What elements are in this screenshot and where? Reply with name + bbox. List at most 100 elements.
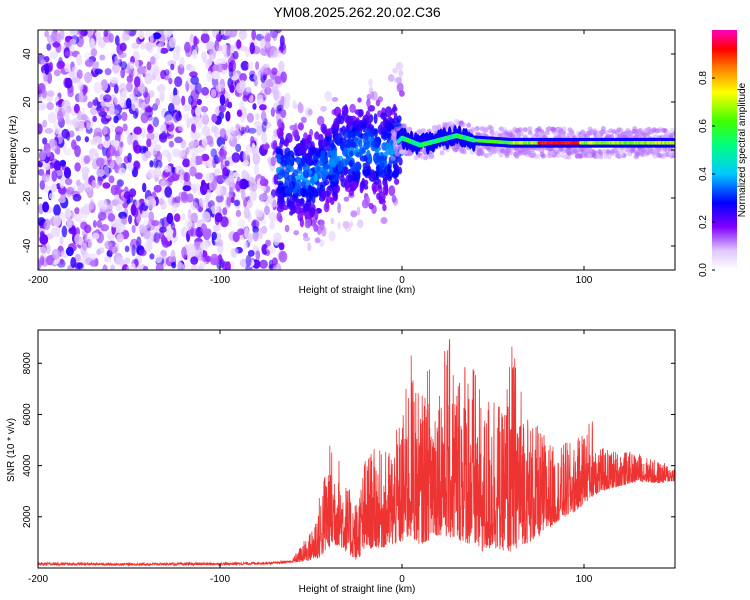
heat-cell bbox=[679, 131, 684, 136]
heat-cell bbox=[315, 150, 321, 158]
heat-cell bbox=[396, 76, 403, 84]
heat-cell bbox=[122, 123, 128, 132]
heat-cell bbox=[218, 111, 225, 120]
colorbar-tick-label: 0.2 bbox=[698, 215, 709, 229]
heat-cell bbox=[296, 179, 302, 191]
heat-cell bbox=[64, 77, 73, 89]
heat-cell bbox=[453, 119, 459, 124]
heat-cell bbox=[63, 147, 73, 156]
heat-cell bbox=[681, 138, 686, 143]
heat-cell bbox=[117, 145, 123, 156]
heat-cell bbox=[270, 107, 275, 117]
heat-cell bbox=[635, 151, 641, 157]
heat-cell bbox=[66, 217, 73, 229]
heat-cell bbox=[284, 177, 291, 187]
heat-cell bbox=[210, 205, 220, 215]
heat-cell bbox=[577, 153, 583, 159]
heat-cell bbox=[196, 145, 204, 153]
heat-cell bbox=[597, 149, 602, 154]
spectrogram-heatmap bbox=[38, 30, 686, 270]
heat-cell bbox=[614, 153, 620, 159]
heat-cell bbox=[114, 126, 124, 135]
heat-cell bbox=[300, 116, 307, 124]
heat-cell bbox=[401, 123, 407, 129]
heat-cell bbox=[243, 240, 248, 250]
heat-cell bbox=[260, 176, 266, 185]
heat-cell bbox=[46, 90, 55, 97]
heat-cell bbox=[87, 240, 93, 250]
heat-cell bbox=[680, 151, 685, 156]
heat-cell bbox=[75, 135, 81, 142]
heat-cell bbox=[178, 124, 185, 132]
heat-cell bbox=[163, 69, 170, 76]
heat-cell bbox=[303, 203, 311, 211]
heat-cell bbox=[458, 120, 464, 126]
heat-cell bbox=[110, 264, 115, 270]
heat-cell bbox=[337, 163, 343, 172]
heat-cell bbox=[159, 47, 169, 54]
heat-cell bbox=[678, 139, 683, 144]
heat-cell bbox=[344, 104, 348, 115]
heat-cell bbox=[311, 193, 316, 204]
heat-cell bbox=[309, 207, 315, 217]
heat-cell bbox=[319, 220, 325, 231]
heat-cell bbox=[59, 159, 67, 167]
heat-cell bbox=[316, 160, 324, 167]
heat-cell bbox=[361, 198, 369, 209]
heat-cell bbox=[205, 189, 212, 200]
heat-cell bbox=[595, 131, 601, 137]
heat-cell bbox=[157, 83, 166, 94]
colorbar-tick-label: 0.4 bbox=[698, 167, 709, 181]
heat-cell bbox=[539, 151, 545, 157]
heat-cell bbox=[61, 128, 70, 139]
heat-cell bbox=[276, 205, 285, 213]
heat-cell bbox=[264, 205, 270, 216]
heat-cell bbox=[138, 83, 146, 95]
heat-cell bbox=[677, 149, 682, 154]
heat-cell bbox=[279, 140, 283, 149]
heat-cell bbox=[174, 166, 184, 175]
heat-cell bbox=[398, 149, 404, 155]
heat-cell bbox=[215, 33, 221, 41]
heat-cell bbox=[153, 157, 159, 169]
heat-cell bbox=[112, 62, 120, 74]
heat-cell bbox=[670, 127, 675, 133]
heat-cell bbox=[517, 150, 523, 156]
heat-cell bbox=[680, 133, 685, 138]
heat-cell bbox=[49, 51, 58, 59]
heat-cell bbox=[74, 233, 81, 245]
heat-cell bbox=[271, 257, 278, 266]
heat-cell bbox=[96, 219, 102, 228]
heat-cell bbox=[68, 119, 75, 126]
heat-cell bbox=[42, 201, 50, 213]
heat-cell bbox=[155, 98, 161, 106]
y-tick-label: -40 bbox=[22, 238, 33, 253]
heat-cell bbox=[133, 160, 140, 169]
heat-cell bbox=[149, 253, 155, 260]
heat-cell bbox=[225, 261, 231, 270]
heat-cell bbox=[466, 122, 472, 128]
heat-cell bbox=[317, 115, 325, 126]
heat-cell bbox=[358, 109, 364, 117]
heat-cell bbox=[416, 129, 422, 135]
snr-panel: -200 -100 0 100 2000 4000 6000 8000 Height of … bbox=[6, 329, 676, 595]
heat-cell bbox=[264, 249, 270, 257]
y-tick-label: 4000 bbox=[22, 454, 33, 477]
heat-cell bbox=[158, 198, 164, 206]
heat-cell bbox=[352, 120, 358, 128]
heat-cell bbox=[190, 140, 200, 147]
heat-cell bbox=[675, 130, 680, 135]
heat-cell bbox=[580, 129, 586, 135]
heat-cell bbox=[453, 147, 458, 153]
spectrogram-y-axis: -40 -20 0 20 40 bbox=[22, 48, 675, 253]
heat-cell bbox=[297, 103, 304, 114]
heat-cell bbox=[79, 30, 85, 39]
heat-cell bbox=[370, 91, 375, 100]
heat-cell bbox=[230, 196, 235, 204]
heat-cell bbox=[384, 182, 389, 193]
snr-series bbox=[37, 339, 676, 567]
heat-cell bbox=[552, 131, 558, 137]
y-tick-label: -20 bbox=[22, 190, 33, 205]
heat-cell bbox=[91, 137, 99, 146]
heat-cell bbox=[413, 155, 419, 161]
